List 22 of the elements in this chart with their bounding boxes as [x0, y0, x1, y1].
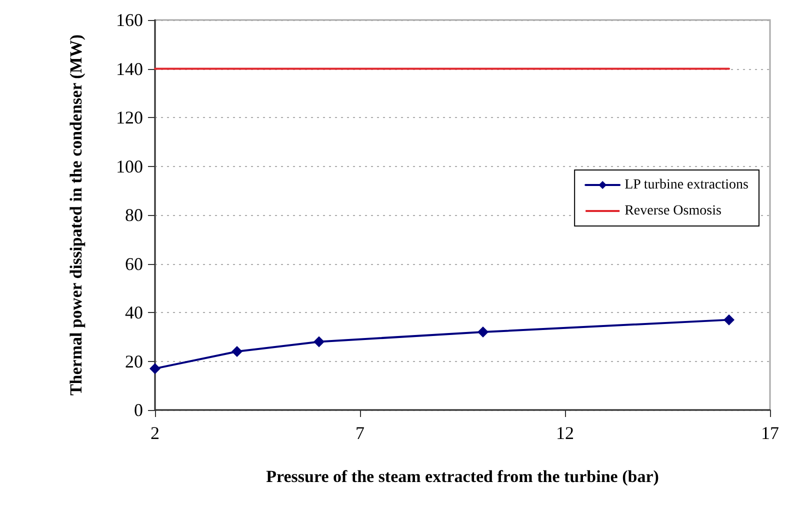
x-tick-label: 7 [356, 423, 364, 443]
y-tick-label: 0 [134, 400, 143, 420]
x-axis-title: Pressure of the steam extracted from the turbine (bar) [266, 467, 659, 486]
point [314, 336, 324, 348]
y-tick-label: 160 [116, 10, 143, 30]
y-tick-label: 120 [116, 108, 143, 128]
point [150, 363, 160, 374]
x-tick-label: 17 [761, 423, 779, 443]
x-tick-label: 12 [556, 423, 574, 443]
y-tick-label: 100 [116, 156, 143, 176]
y-tick-label: 60 [125, 254, 143, 274]
y-tick-label: 80 [125, 205, 143, 225]
y-tick-label: 20 [125, 351, 143, 372]
legend-label: Reverse Osmosis [624, 204, 722, 218]
point [478, 326, 488, 338]
x-tick-label: 2 [150, 423, 160, 443]
y-axis-title: Thermal power dissipated in the condenser (MW) [66, 34, 86, 396]
point [232, 346, 242, 357]
point [724, 314, 734, 326]
legend-label: LP turbine extractions [624, 178, 748, 192]
y-tick-label: 40 [125, 302, 143, 322]
y-tick-label: 140 [116, 58, 143, 79]
